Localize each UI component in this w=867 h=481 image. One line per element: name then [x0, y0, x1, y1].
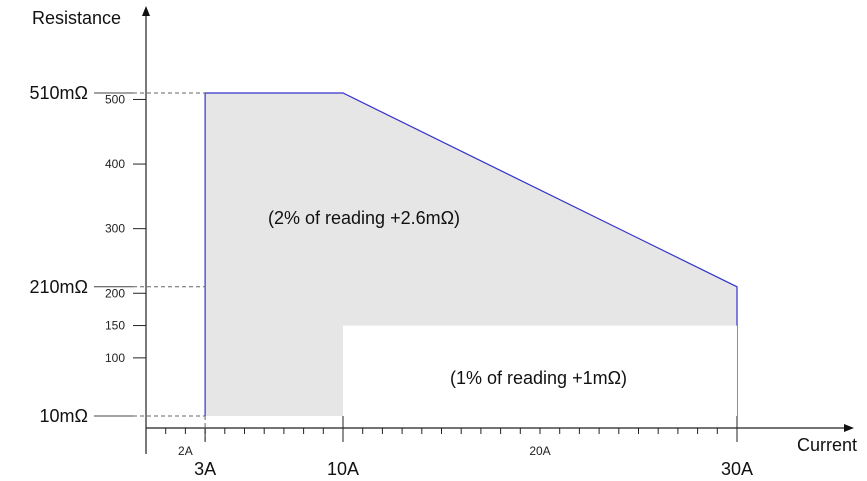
guide-lines-layer	[94, 93, 205, 444]
y-marker-label-510m: 510mΩ	[30, 83, 88, 103]
y-tick-label-400: 400	[105, 157, 125, 171]
x-small-label-2a: 2A	[178, 444, 193, 458]
region-1-label: (2% of reading +2.6mΩ)	[268, 208, 460, 228]
y-tick-label-100: 100	[105, 351, 125, 365]
y-tick-label-300: 300	[105, 222, 125, 236]
region-2-label: (1% of reading +1mΩ)	[450, 368, 627, 388]
x-small-label-20a: 20A	[529, 444, 550, 458]
x-major-label-30a: 30A	[721, 459, 753, 479]
y-tick-label-150: 150	[105, 319, 125, 333]
y-axis-arrow	[142, 6, 150, 16]
y-marker-label-10m: 10mΩ	[40, 406, 88, 426]
y-marker-label-210m: 210mΩ	[30, 277, 88, 297]
y-tick-label-500: 500	[105, 92, 125, 106]
x-axis-arrow	[844, 424, 854, 432]
y-tick-label-200: 200	[105, 286, 125, 300]
x-major-label-10a: 10A	[327, 459, 359, 479]
y-axis-title: Resistance	[32, 8, 121, 28]
x-axis-title: Current	[797, 435, 857, 455]
x-major-label-3a: 3A	[194, 459, 216, 479]
